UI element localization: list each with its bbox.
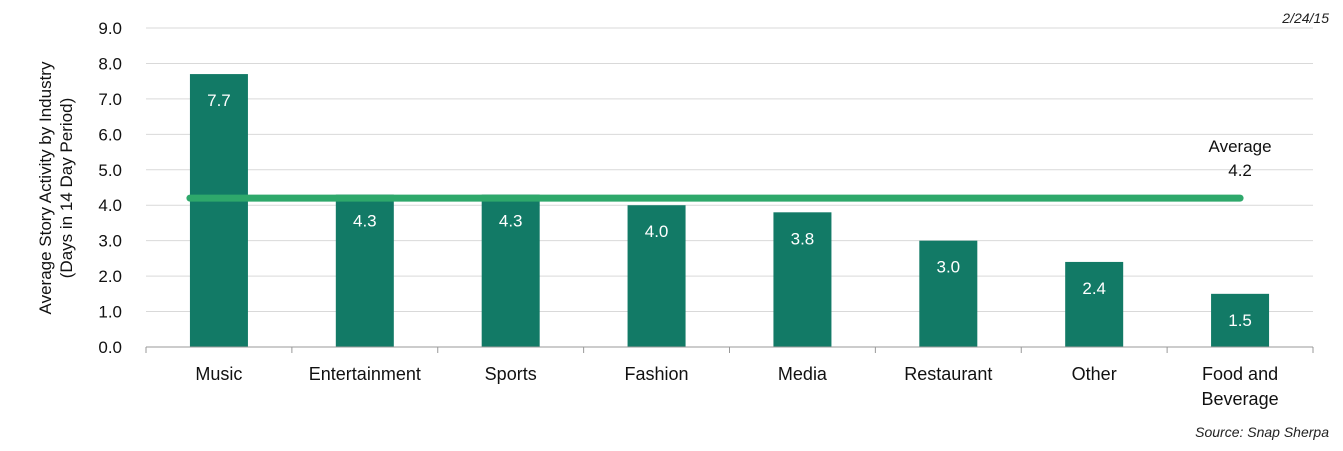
bar <box>1211 293 1270 347</box>
bar-value-label: 3.0 <box>936 258 960 277</box>
y-axis-tick-labels: 0.0 1.0 2.0 3.0 4.0 5.0 6.0 7.0 8.0 9.0 <box>98 19 122 357</box>
y-axis-title: Average Story Activity by Industry <box>36 61 55 314</box>
bar <box>773 212 832 347</box>
category-label: Restaurant <box>904 364 992 384</box>
bar <box>919 240 978 347</box>
y-tick-label: 9.0 <box>98 19 122 38</box>
category-labels: Music Entertainment Sports Fashion Media Rest… <box>195 364 1278 409</box>
bar-value-label: 4.0 <box>645 222 669 241</box>
bar-value-label: 4.3 <box>499 212 523 231</box>
source-note: Source: Snap Sherpa <box>1195 424 1329 440</box>
category-label: Music <box>195 364 242 384</box>
category-label: Entertainment <box>309 364 421 384</box>
average-value-label: 4.2 <box>1228 161 1252 180</box>
bar <box>627 205 686 347</box>
bar <box>481 194 540 347</box>
bar <box>335 194 394 347</box>
bar-value-label: 2.4 <box>1082 279 1106 298</box>
y-tick-label: 5.0 <box>98 161 122 180</box>
y-tick-label: 1.0 <box>98 303 122 322</box>
bars <box>189 74 1270 348</box>
y-axis-title-line2: (Days in 14 Day Period) <box>57 98 76 278</box>
bar <box>1065 261 1124 347</box>
category-label: Sports <box>485 364 537 384</box>
y-tick-label: 0.0 <box>98 338 122 357</box>
bar-value-labels: 7.7 4.3 4.3 4.0 3.8 3.0 2.4 1.5 <box>207 91 1252 330</box>
y-tick-label: 4.0 <box>98 196 122 215</box>
x-axis <box>145 346 1314 353</box>
category-label: Food and Beverage <box>1202 364 1279 409</box>
y-tick-label: 8.0 <box>98 54 122 73</box>
category-label: Other <box>1072 364 1117 384</box>
category-label: Media <box>778 364 828 384</box>
average-line-group: Average 4.2 <box>186 137 1272 202</box>
bar <box>189 74 248 348</box>
bar-value-label: 1.5 <box>1228 311 1252 330</box>
bar-value-label: 3.8 <box>791 229 815 248</box>
y-tick-label: 6.0 <box>98 125 122 144</box>
y-tick-label: 7.0 <box>98 90 122 109</box>
date-note: 2/24/15 <box>1282 10 1329 26</box>
gridlines <box>146 27 1313 313</box>
y-tick-label: 2.0 <box>98 267 122 286</box>
category-label: Fashion <box>625 364 689 384</box>
bar-value-label: 7.7 <box>207 91 231 110</box>
y-tick-label: 3.0 <box>98 232 122 251</box>
bar-value-label: 4.3 <box>353 212 377 231</box>
average-label: Average <box>1209 137 1272 156</box>
